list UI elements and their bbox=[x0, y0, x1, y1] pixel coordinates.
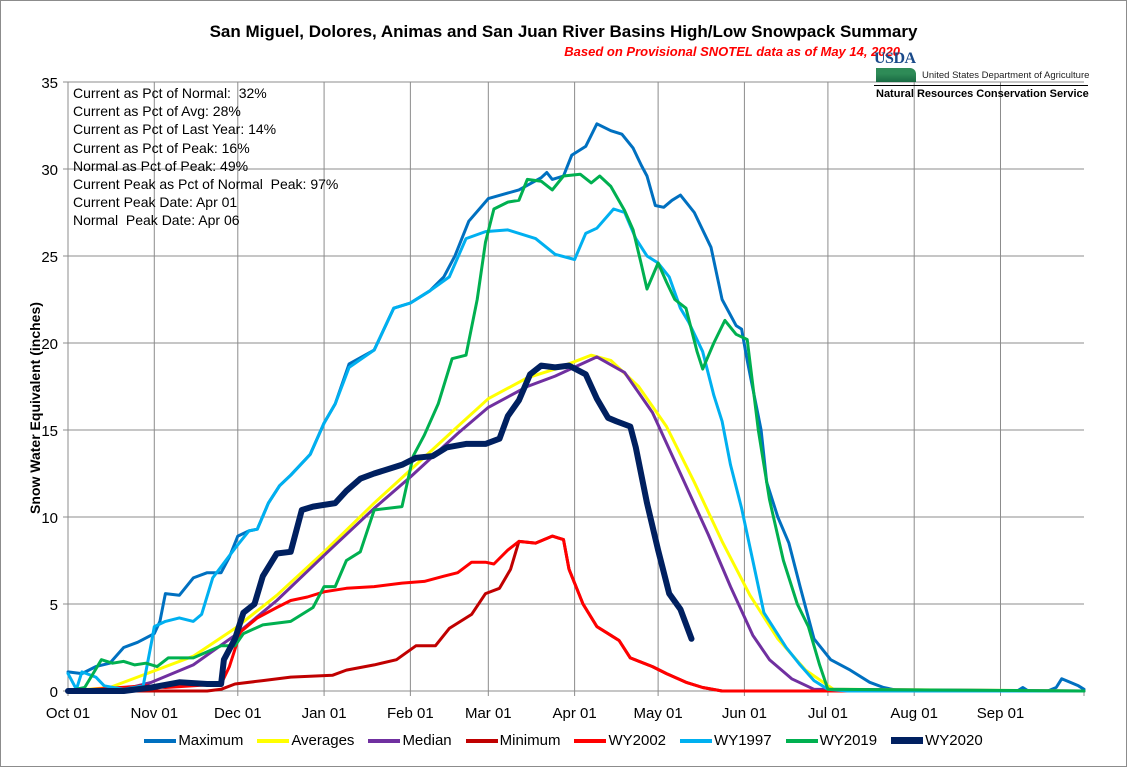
legend-label: WY2019 bbox=[819, 732, 878, 749]
stat-line: Normal Peak Date: Apr 06 bbox=[73, 212, 240, 229]
y-tick-label: 25 bbox=[41, 249, 58, 266]
stat-line: Current as Pct of Peak: 16% bbox=[73, 139, 250, 156]
legend-item-averages: Averages bbox=[257, 732, 354, 749]
department-name: United States Department of Agriculture bbox=[922, 70, 1090, 81]
chart-title: San Miguel, Dolores, Animas and San Juan… bbox=[209, 22, 918, 41]
legend-item-wy2019: WY2019 bbox=[785, 732, 878, 749]
series-lines bbox=[65, 122, 1086, 694]
legend-label: WY2020 bbox=[925, 732, 983, 749]
y-tick-labels: 0 5 10 15 20 25 30 35 bbox=[41, 75, 58, 701]
x-tick-label: Jan 01 bbox=[302, 705, 347, 722]
legend-swatch bbox=[368, 738, 401, 743]
stat-line: Current Peak Date: Apr 01 bbox=[73, 194, 238, 211]
legend-label: Maximum bbox=[178, 732, 244, 749]
agency-name: Natural Resources Conservation Service bbox=[876, 88, 1089, 100]
legend-label: Median bbox=[402, 732, 452, 749]
x-tick-label: Jun 01 bbox=[722, 705, 767, 722]
y-tick-label: 35 bbox=[41, 75, 58, 92]
x-tick-label: Jul 01 bbox=[808, 705, 848, 722]
series-wy2002 bbox=[66, 534, 1086, 693]
x-tick-label: Mar 01 bbox=[465, 705, 512, 722]
stat-line: Current Peak as Pct of Normal Peak: 97% bbox=[73, 176, 339, 193]
y-tick-label: 0 bbox=[50, 684, 58, 701]
stat-line: Current as Pct of Last Year: 14% bbox=[73, 121, 277, 138]
legend-swatch bbox=[257, 738, 290, 743]
y-tick-label: 20 bbox=[41, 336, 58, 353]
stat-line: Normal as Pct of Peak: 49% bbox=[73, 157, 249, 174]
legend-item-median: Median bbox=[368, 732, 452, 749]
x-tick-label: May 01 bbox=[634, 705, 683, 722]
legend-swatch bbox=[680, 738, 713, 743]
stats-box: Current as Pct of Normal: 32% Current as… bbox=[73, 84, 338, 230]
legend-swatch bbox=[785, 738, 818, 743]
legend-swatch bbox=[574, 738, 607, 743]
series-averages bbox=[66, 353, 1086, 693]
x-tick-label: Nov 01 bbox=[131, 705, 179, 722]
x-tick-label: Dec 01 bbox=[214, 705, 262, 722]
series-median bbox=[66, 355, 1086, 693]
y-tick-label: 15 bbox=[41, 423, 58, 440]
usda-wordmark: USDA bbox=[874, 50, 916, 67]
usda-nrcs-logo: USDA United States Department of Agricul… bbox=[874, 50, 1089, 100]
gridlines bbox=[68, 81, 1084, 692]
usda-field-icon bbox=[876, 68, 916, 82]
x-tick-label: Oct 01 bbox=[46, 705, 90, 722]
y-tick-label: 30 bbox=[41, 162, 58, 179]
legend-item-minimum: Minimum bbox=[465, 732, 561, 749]
legend-swatch bbox=[891, 737, 924, 744]
y-tick-label: 5 bbox=[50, 597, 58, 614]
x-tick-label: Feb 01 bbox=[387, 705, 434, 722]
legend-item-wy2020: WY2020 bbox=[891, 732, 983, 749]
legend-item-wy2002: WY2002 bbox=[574, 732, 666, 749]
legend-label: Averages bbox=[291, 732, 355, 749]
x-tick-labels: Oct 01 Nov 01 Dec 01 Jan 01 Feb 01 Mar 01 Apr … bbox=[46, 705, 1024, 722]
stat-line: Current as Pct of Avg: 28% bbox=[73, 103, 241, 120]
legend: Maximum Averages Median Minimum WY2002 WY1997… bbox=[0, 732, 1127, 749]
legend-swatch bbox=[144, 738, 177, 743]
series-wy1997 bbox=[66, 207, 1086, 693]
legend-item-maximum: Maximum bbox=[144, 732, 243, 749]
x-tick-label: Sep 01 bbox=[977, 705, 1025, 722]
legend-swatch bbox=[465, 738, 498, 743]
x-tick-label: Apr 01 bbox=[553, 705, 597, 722]
y-axis-label: Snow Water Equivalent (inches) bbox=[27, 302, 43, 514]
legend-label: WY2002 bbox=[608, 732, 667, 749]
series-wy2020 bbox=[65, 362, 695, 694]
x-tick-label: Aug 01 bbox=[890, 705, 938, 722]
chart-subtitle: Based on Provisional SNOTEL data as of M… bbox=[564, 44, 900, 59]
logo-divider bbox=[874, 85, 1088, 86]
stat-line: Current as Pct of Normal: 32% bbox=[73, 85, 267, 101]
legend-label: WY1997 bbox=[714, 732, 772, 749]
legend-label: Minimum bbox=[499, 732, 561, 749]
legend-item-wy1997: WY1997 bbox=[680, 732, 772, 749]
series-maximum bbox=[66, 122, 1086, 693]
y-tick-label: 10 bbox=[41, 510, 58, 527]
series-wy2019 bbox=[66, 172, 1086, 693]
